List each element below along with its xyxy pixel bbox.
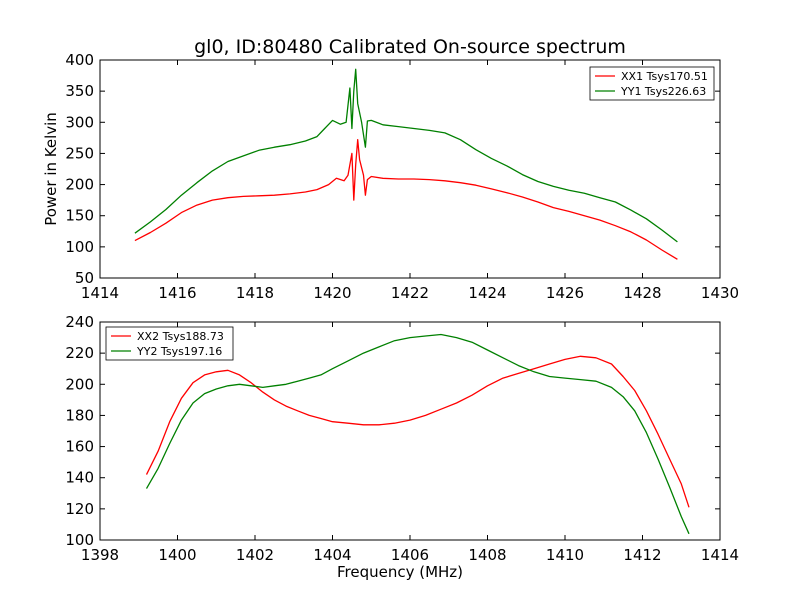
x-tick-label: 1424 [468,284,506,302]
x-tick-label: 1398 [81,546,119,564]
y-tick-label: 120 [65,500,94,518]
legend: XX2 Tsys188.73 YY2 Tsys197.16 [105,326,234,361]
x-axis-label: Frequency (MHz) [337,563,463,581]
y-axis-label: Power in Kelvin [42,112,60,226]
y-tick-label: 300 [65,113,94,131]
legend-box [105,326,234,361]
x-tick-label: 1428 [623,284,661,302]
x-tick-label: 1412 [623,546,661,564]
y-tick-label: 250 [65,144,94,162]
x-tick-label: 1408 [468,546,506,564]
y-tick-label: 400 [65,51,94,69]
x-tick-label: 1418 [236,284,274,302]
legend: XX1 Tsys170.51 YY1 Tsys226.63 [589,66,715,101]
y-tick-label: 240 [65,313,94,331]
x-tick-label: 1430 [701,284,739,302]
x-tick-label: 1406 [391,546,429,564]
bottom-panel: 1398 1400 1402 1404 1406 1408 1410 1412 1414 100 1… [65,313,739,581]
y-tick-label: 200 [65,176,94,194]
y-tick-label: 150 [65,207,94,225]
y-tick-label: 100 [65,238,94,256]
series-line-1-1 [145,333,690,535]
chart-title: gl0, ID:80480 Calibrated On-source spect… [194,36,626,58]
legend-entry: YY1 Tsys226.63 [620,85,706,98]
series-line-0-1 [134,68,678,243]
x-tick-label: 1426 [546,284,584,302]
x-tick-label: 1416 [158,284,196,302]
legend-entry: YY2 Tsys197.16 [136,345,222,358]
y-tick-label: 100 [65,531,94,549]
top-panel: 1414 1416 1418 1420 1422 1424 1426 1428 1430 50 10… [42,51,739,302]
y-tick-label: 200 [65,375,94,393]
y-tick-label: 160 [65,438,94,456]
legend-entry: XX1 Tsys170.51 [621,70,708,83]
x-tick-label: 1420 [313,284,351,302]
x-tick-label: 1414 [81,284,119,302]
y-tick-label: 180 [65,406,94,424]
x-tick-label: 1402 [236,546,274,564]
x-tick-label: 1414 [701,546,739,564]
x-tick-label: 1410 [546,546,584,564]
y-tick-label: 50 [75,269,94,287]
y-tick-label: 220 [65,344,94,362]
series-line-0-0 [134,139,678,260]
x-tick-label: 1422 [391,284,429,302]
series-line-1-0 [145,355,690,508]
x-tick-label: 1400 [158,546,196,564]
y-tick-label: 140 [65,469,94,487]
x-tick-label: 1404 [313,546,351,564]
legend-entry: XX2 Tsys188.73 [137,330,224,343]
legend-box [589,66,715,101]
y-tick-label: 350 [65,82,94,100]
